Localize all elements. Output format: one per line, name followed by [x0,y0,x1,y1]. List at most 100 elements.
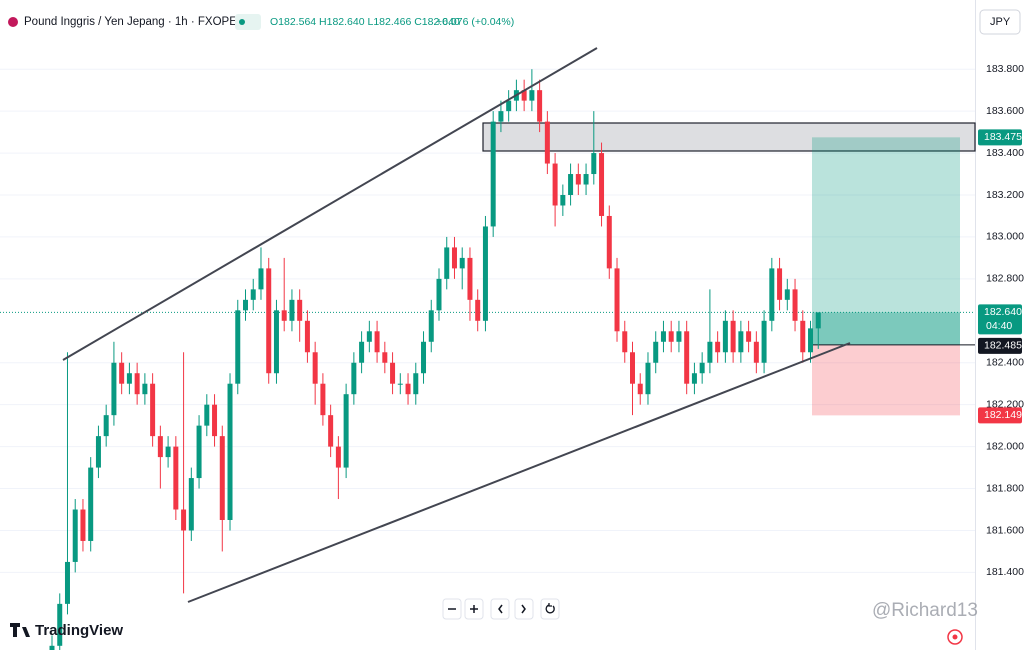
candle-body [630,352,635,384]
scroll-left-button[interactable] [490,598,510,620]
candle-body [645,362,651,395]
candle-body [88,467,94,541]
candle-body [482,226,488,321]
candle-body [746,331,752,342]
candle-body [243,299,248,311]
candle-body [614,268,620,332]
open-profit-zone [812,312,960,345]
candle-body [699,362,705,374]
candle-body [119,362,125,384]
candle-body [552,163,558,206]
candle-body [281,310,287,321]
currency-button[interactable] [979,9,1021,35]
candle-body [668,331,674,342]
y-tick-label: 181.800 [986,482,1024,494]
candle-body [111,362,117,416]
candle-body [390,362,396,384]
y-tick-label: 182.800 [986,273,1024,285]
candle-body [95,436,101,468]
candle-body [583,174,589,185]
candle-body [490,121,496,227]
candle-body [328,415,334,447]
stop-label-box [978,407,1022,424]
y-tick-label: 183.200 [986,189,1024,201]
candle-body [173,446,179,510]
y-tick-label: 182.000 [986,440,1024,452]
candle-body [374,331,380,353]
candle-body [761,320,767,363]
candle-body [320,383,326,416]
y-tick-label: 183.800 [986,63,1024,75]
candle-body [273,310,279,374]
candle-body [815,312,821,329]
last-price-label: 182.640 [984,306,1022,318]
candle-body [142,383,148,395]
price-axis: 183.800 183.600 183.400 183.200 183.000 182.8… [978,63,1024,578]
stop-zone [812,344,960,416]
candle-body [397,383,403,385]
candles [49,69,821,650]
candle-body [188,478,194,531]
candle-body [529,90,535,101]
scroll-right-button[interactable] [514,598,534,620]
candle-body [475,299,481,321]
candle-body [266,268,272,374]
position-tool [0,137,975,416]
reset-icon [545,603,555,614]
candle-body [637,383,643,395]
candle-body [599,153,605,216]
candle-body [568,174,574,195]
candle-body [560,195,566,206]
candle-body [769,268,775,321]
candle-body [134,373,140,395]
y-tick-label: 181.400 [986,566,1024,578]
candle-body [421,341,427,374]
candle-body [165,446,171,458]
candle-body [219,436,225,520]
candle-body [366,331,372,342]
logo-icon [10,623,30,637]
zoom-in-icon [470,605,478,613]
candle-body [126,373,132,384]
y-tick-label: 182.400 [986,357,1024,369]
status-badge [235,14,261,30]
candle-body [451,247,457,269]
candle-body [343,394,349,468]
candle-body [304,320,310,353]
candle-body [351,362,357,395]
candle-body [150,383,156,437]
candle-body [258,268,264,290]
stop-label: 182.149 [984,409,1022,421]
candle-body [405,383,411,395]
candle-body [808,328,814,353]
upper-trend-line [62,47,598,361]
candle-body [196,425,202,479]
entry-label: 182.485 [984,340,1022,352]
countdown-label: 04:40 [986,320,1012,332]
candle-body [227,383,233,520]
candle-body [413,373,419,395]
candle-body [676,331,682,342]
candle-body [64,561,70,604]
candle-body [730,320,736,353]
candle-body [537,90,543,122]
candle-body [204,404,210,426]
candle-body [382,352,388,363]
reset-button[interactable] [540,598,560,620]
candle-body [312,352,318,384]
candle-body [622,331,628,353]
zone-rectangle [482,122,976,152]
y-tick-label: 183.400 [986,147,1024,159]
candle-body [359,341,365,363]
status-dot [239,19,245,25]
candle-body [467,257,473,300]
candle-body [506,100,512,112]
candle-body [428,310,434,342]
candle-body [80,509,86,541]
candle-body [436,278,442,311]
y-tick-label: 183.600 [986,105,1024,117]
candle-body [297,299,303,321]
y-tick-label: 183.000 [986,231,1024,243]
candle-body [660,331,666,342]
